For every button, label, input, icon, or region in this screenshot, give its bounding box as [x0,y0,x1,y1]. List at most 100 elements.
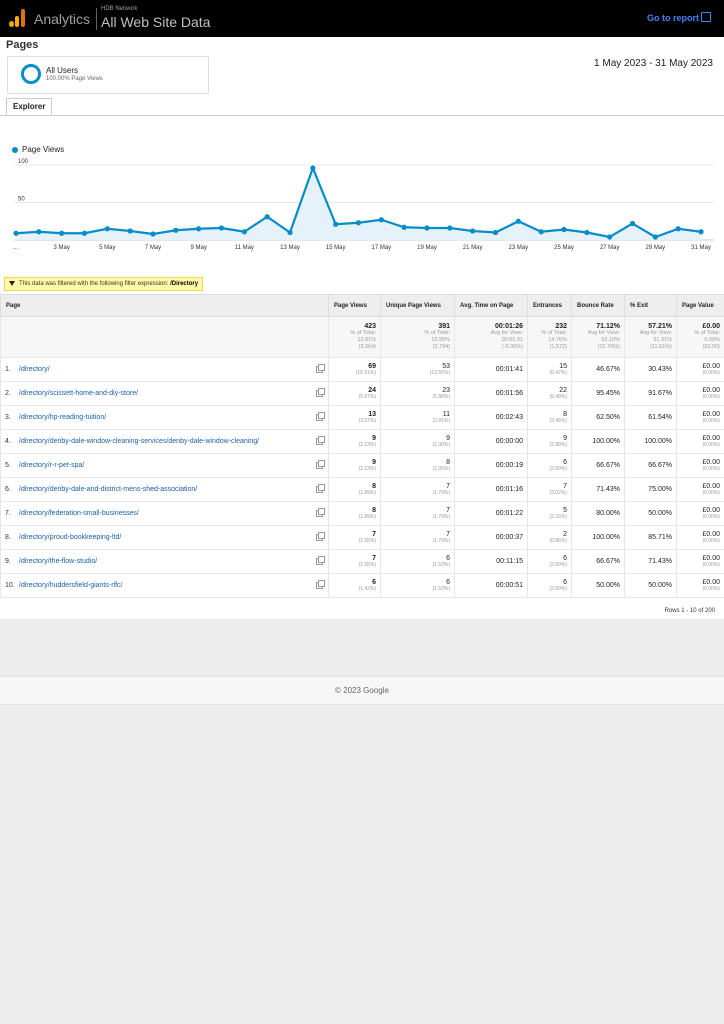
totals-row: 423% of Total: 13.81% (3,064) 391% of Total… [0,316,724,358]
page-link[interactable]: /directory/r-r-pet-spa/ [19,462,85,469]
total-value: 391 [438,323,450,330]
x-tick-label: 11 May [235,245,254,251]
metric-value: 00:01:41 [495,366,523,373]
column-header[interactable]: Page Views [328,294,381,317]
metric-cell: 85.71% [624,525,677,550]
metric-value: 6 [446,579,450,586]
metric-cell: £0.00 (0.00%) [676,405,724,430]
metric-cell: 100.00% [571,429,625,454]
open-page-icon[interactable] [316,556,325,565]
data-point [218,225,225,231]
page-link[interactable]: /directory/denby-dale-and-district-mens-… [19,486,198,493]
metric-cell: 66.67% [571,453,625,478]
open-page-icon[interactable] [316,412,325,421]
x-tick-label: 15 May [326,245,346,251]
open-page-icon[interactable] [316,484,325,493]
metric-percent: (1.65%) [358,562,376,568]
metric-cell: 75.00% [624,477,677,502]
metric-cell: 66.67% [571,549,625,574]
open-page-icon[interactable] [316,460,325,469]
metric-value: 6 [563,555,567,562]
metric-cell: 9 (2.13%) [328,453,381,478]
page-link[interactable]: /directory/ [19,366,50,373]
table-header: Page Page Views Unique Page Views Avg. Time… [0,294,724,317]
total-note: 13.81% [357,337,376,343]
data-point [81,230,88,236]
open-page-icon[interactable] [316,436,325,445]
metric-value: 00:00:51 [495,582,523,589]
page-link[interactable]: /directory/the-flow-studio/ [19,558,98,565]
column-header[interactable]: % Exit [624,294,677,317]
metric-value: £0.00 [702,555,720,562]
segment-card[interactable]: All Users 100.00% Page Views [7,56,209,94]
metric-value: 46.67% [596,366,620,373]
metric-value: 00:01:16 [495,486,523,493]
metric-cell: 00:01:41 [454,357,528,382]
page-link[interactable]: /directory/proud-bookkeeping-ltd/ [19,534,122,541]
account-name[interactable]: HDB Network [101,6,138,12]
view-selector[interactable]: All Web Site Data [101,14,211,30]
total-note: (11.51%) [650,344,672,350]
top-bar: Analytics HDB Network All Web Site Data … [0,0,724,37]
data-point [310,165,316,171]
data-table: Page Page Views Unique Page Views Avg. Time… [0,294,724,598]
metric-cell: 8 (2.05%) [380,453,455,478]
metric-value: 61.54% [648,414,672,421]
page-link[interactable]: /directory/hp-reading-tuition/ [19,414,107,421]
metric-cell: 6 (2.59%) [527,453,572,478]
open-page-icon[interactable] [316,388,325,397]
metric-cell: 6 (2.59%) [527,573,572,598]
metric-percent: (0.00%) [702,514,720,520]
column-header[interactable]: Entrances [527,294,572,317]
table-row: 3. /directory/hp-reading-tuition/13 (3.07%… [0,405,724,430]
page-cell: 8. /directory/proud-bookkeeping-ltd/ [0,525,329,550]
metric-value: 6 [563,579,567,586]
page-link[interactable]: /directory/federation-small-businesses/ [19,510,139,517]
metric-value: 00:00:00 [495,438,523,445]
page-link[interactable]: /directory/denby-dale-window-cleaning-se… [19,438,260,445]
x-tick-label: 13 May [280,245,300,251]
table-row: 2. /directory/scissett-home-and-diy-store… [0,381,724,406]
metric-value: 69 [368,363,376,370]
totals-cell: 423% of Total: 13.81% (3,064) [328,316,381,358]
column-header[interactable]: Bounce Rate [571,294,625,317]
column-header[interactable]: Avg. Time on Page [454,294,528,317]
metric-cell: 53 (13.55%) [380,357,455,382]
metric-value: 9 [446,435,450,442]
metric-percent: (1.65%) [358,538,376,544]
metric-percent: (0.00%) [702,490,720,496]
data-point [629,220,636,227]
date-range[interactable]: 1 May 2023 - 31 May 2023 [594,58,713,69]
open-page-icon[interactable] [316,364,325,373]
tab-explorer[interactable]: Explorer [6,98,53,115]
total-note: 14.76% [548,337,567,343]
metric-cell: 66.67% [624,453,677,478]
metric-percent: (3.02%) [549,490,567,496]
metric-cell: 8 (3.45%) [527,405,572,430]
metric-value: 71.43% [648,558,672,565]
external-link-icon[interactable] [701,12,711,22]
metric-cell: 91.67% [624,381,677,406]
column-header[interactable]: Unique Page Views [380,294,455,317]
metric-percent: (0.00%) [702,418,720,424]
total-note: (3,064) [358,344,376,350]
page-link[interactable]: /directory/scissett-home-and-diy-store/ [19,390,139,397]
y-tick-label: 100 [18,159,29,165]
metric-cell: 50.00% [624,573,677,598]
open-page-icon[interactable] [316,580,325,589]
page-cell: 5. /directory/r-r-pet-spa/ [0,453,329,478]
metric-value: 53 [442,363,450,370]
metric-value: 50.00% [648,510,672,517]
go-to-report-link[interactable]: Go to report [647,13,699,23]
column-header[interactable]: Page Value [676,294,724,317]
metric-cell: 7 (1.79%) [380,477,455,502]
column-header[interactable]: Page [0,294,329,317]
page-cell: 6. /directory/denby-dale-and-district-men… [0,477,329,502]
rows-info: Rows 1 - 10 of 200 [664,608,715,614]
page-link[interactable]: /directory/huddersfield-giants-rlfc/ [19,582,123,589]
open-page-icon[interactable] [316,508,325,517]
metric-cell: 71.43% [571,477,625,502]
metric-cell: £0.00 (0.00%) [676,573,724,598]
total-note: 51.31% [653,337,672,343]
open-page-icon[interactable] [316,532,325,541]
